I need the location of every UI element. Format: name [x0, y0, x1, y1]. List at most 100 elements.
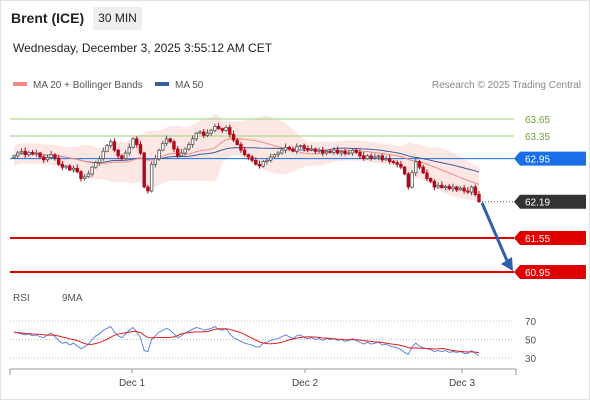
candle-body: [235, 139, 239, 145]
candle-body: [172, 141, 176, 150]
level-tag-62.19: [514, 194, 586, 209]
candle-body: [265, 159, 269, 162]
candle-body: [142, 152, 146, 188]
level-label-63.35: 63.35: [525, 132, 550, 143]
candle-body: [49, 154, 53, 158]
candle-body: [94, 162, 98, 168]
candle-body: [42, 156, 46, 161]
candle-body: [183, 148, 187, 154]
candle-body: [283, 146, 288, 151]
ma50-label: MA 50: [175, 80, 204, 91]
candle-body: [101, 150, 105, 160]
candle-body: [224, 127, 228, 131]
candle-body: [295, 146, 299, 152]
candle-body: [395, 162, 399, 165]
ma20-label: MA 20 + Bollinger Bands: [33, 80, 143, 91]
candle-body: [361, 155, 366, 160]
candle-body: [131, 138, 135, 148]
candle-body: [23, 150, 27, 156]
candle-body: [68, 165, 72, 171]
candle-body: [414, 161, 418, 174]
candle-body: [317, 149, 321, 152]
level-tag-62.95: [514, 151, 586, 166]
candle-body: [466, 190, 470, 193]
candle-body: [309, 148, 314, 151]
candle-body: [71, 167, 76, 171]
candle-body: [105, 145, 109, 152]
candle-body: [168, 138, 172, 143]
candle-body: [90, 166, 94, 175]
candle-body: [138, 144, 143, 154]
candle-body: [187, 144, 191, 150]
candle-body: [179, 152, 184, 157]
candle-body: [123, 152, 128, 160]
candle-body: [343, 150, 347, 154]
x-tick-label-Dec 3: Dec 3: [449, 378, 476, 389]
legend-rsi: RSI: [13, 293, 30, 304]
candle-body: [321, 149, 325, 154]
candle-body: [432, 180, 437, 188]
candle-body: [112, 141, 117, 151]
candle-body: [242, 149, 247, 156]
level-tag-61.55: [514, 231, 586, 245]
candle-body: [436, 184, 440, 188]
candle-body: [287, 146, 291, 150]
candle-body: [198, 131, 202, 134]
candle-body: [298, 145, 303, 148]
credit-text: Research © 2025 Trading Central: [431, 80, 581, 91]
candle-body: [402, 166, 407, 175]
candle-body: [391, 161, 396, 164]
candle-body: [328, 150, 332, 153]
candle-body: [56, 157, 61, 165]
candle-body: [477, 193, 481, 203]
candle-body: [324, 150, 329, 154]
candle-body: [272, 154, 277, 158]
candle-body: [157, 149, 161, 160]
candle-body: [384, 158, 388, 161]
candle-body: [421, 166, 425, 174]
candle-body: [27, 152, 31, 156]
candle-body: [38, 152, 42, 158]
candle-body: [254, 159, 258, 165]
ma50-swatch: [155, 82, 169, 87]
ma20-swatch: [13, 82, 27, 87]
candle-body: [306, 148, 310, 151]
x-tick-label-Dec 1: Dec 1: [119, 378, 146, 389]
rsi-tick-50: 50: [525, 336, 537, 347]
candle-body: [79, 171, 83, 179]
level-label-62.95: 62.95: [525, 155, 550, 166]
projection-arrow-head: [501, 257, 513, 271]
level-label-63.65: 63.65: [525, 115, 550, 126]
candle-body: [161, 142, 165, 151]
rsi-tick-70: 70: [525, 317, 537, 328]
candle-body: [190, 138, 195, 145]
candle-body: [220, 128, 225, 131]
candle-body: [454, 186, 459, 191]
candle-body: [257, 163, 262, 167]
candle-body: [369, 155, 373, 159]
interval-selector[interactable]: 30 MIN: [93, 7, 142, 30]
level-label-61.55: 61.55: [525, 234, 550, 245]
candle-body: [376, 155, 381, 158]
level-label-62.19: 62.19: [525, 198, 550, 209]
candle-body: [12, 155, 16, 158]
candle-body: [291, 148, 295, 152]
candle-body: [410, 172, 414, 188]
candle-body: [153, 158, 158, 165]
candle-body: [354, 149, 358, 153]
candle-body: [399, 163, 403, 168]
x-axis: Dec 1 Dec 2 Dec 3: [9, 368, 517, 389]
candle-body: [447, 186, 451, 190]
candle-body: [86, 173, 91, 178]
candle-body: [97, 158, 102, 164]
candle-body: [109, 141, 113, 147]
candle-body: [332, 149, 336, 153]
candle-body: [280, 149, 284, 154]
level-tag-60.95: [514, 265, 586, 279]
candle-body: [469, 186, 474, 193]
candle-body: [194, 132, 198, 140]
candle-body: [473, 186, 477, 195]
candle-body: [261, 161, 265, 167]
candle-body: [82, 176, 87, 179]
